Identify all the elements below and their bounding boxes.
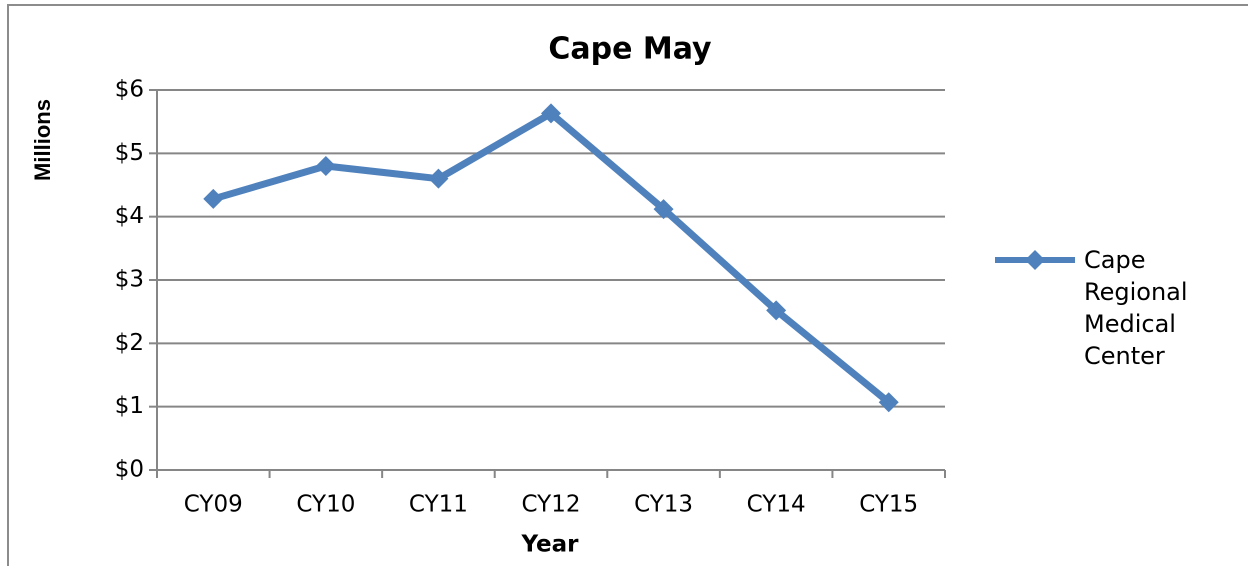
marker [878, 392, 899, 413]
line [212, 109, 891, 405]
x-tick-label: CY11 [409, 492, 468, 518]
marker [653, 199, 674, 220]
y-axis-label: Millions [30, 99, 55, 181]
y-tick-label: $0 [115, 457, 144, 483]
y-tick-label: $1 [115, 393, 144, 419]
x-tick-label: CY15 [859, 492, 918, 518]
marker [428, 168, 449, 189]
y-tick-label: $3 [115, 267, 144, 293]
chart-frame [7, 4, 1248, 566]
y-tick-label: $4 [115, 203, 144, 229]
x-tick-label: CY14 [747, 492, 806, 518]
marker [766, 300, 787, 321]
x-axis-label: Year [520, 532, 579, 558]
chart-title: Cape May [548, 32, 712, 67]
marker [541, 103, 561, 124]
marker [1025, 250, 1045, 270]
legend-label: Cape Regional Medical Center [1084, 246, 1188, 370]
marker [203, 188, 224, 209]
x-tick-label: CY12 [522, 492, 581, 518]
y-tick-label: $6 [115, 77, 144, 103]
x-tick-label: CY13 [634, 492, 693, 518]
x-tick-label: CY09 [184, 492, 243, 518]
x-tick-label: CY10 [296, 492, 355, 518]
marker [315, 156, 336, 176]
y-tick-label: $2 [115, 330, 144, 356]
y-tick-label: $5 [115, 140, 144, 166]
